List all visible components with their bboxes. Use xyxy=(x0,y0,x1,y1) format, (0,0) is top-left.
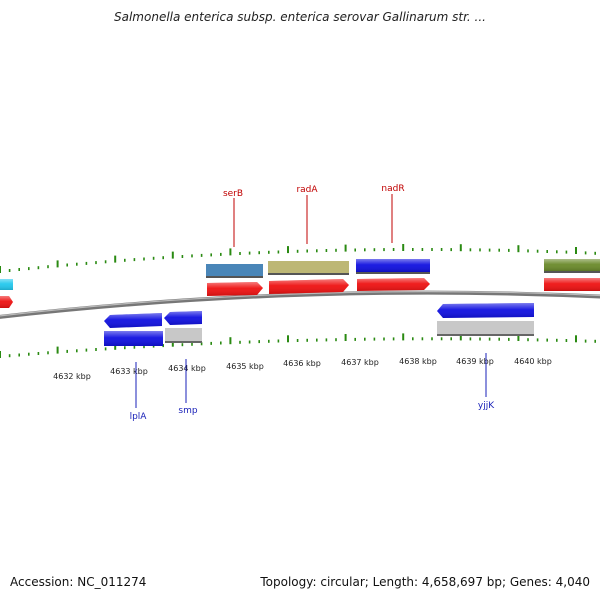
scale-label-4638: 4638 kbp xyxy=(399,357,437,366)
gene-label-radA[interactable]: radA xyxy=(296,185,318,195)
scale-label-4634: 4634 kbp xyxy=(168,364,206,373)
gene-label-nadR[interactable]: nadR xyxy=(381,184,404,194)
genome-backbone-highlight xyxy=(0,290,600,317)
reverse-gloss xyxy=(104,303,534,346)
scale-label-4639: 4639 kbp xyxy=(456,357,494,366)
gene-smp[interactable] xyxy=(165,328,202,341)
accession-label: Accession: NC_011274 xyxy=(10,575,147,589)
gene-serB-shadow xyxy=(206,276,263,278)
gene-label-lplA[interactable]: lplA xyxy=(130,412,148,422)
gene-yjjK[interactable] xyxy=(437,321,534,334)
gene-labels-top: serB radA nadR xyxy=(223,184,405,247)
gene-radA[interactable] xyxy=(268,261,349,273)
gene-radA-shadow xyxy=(268,273,349,275)
gene-cyan-partial-gloss xyxy=(0,279,13,290)
outer-tick-ring xyxy=(0,244,597,273)
gene-nadR-gloss xyxy=(356,259,430,272)
gene-labels-bottom: lplA smp yjjK xyxy=(130,353,495,422)
gene-olive-shadow xyxy=(544,271,600,273)
gene-yjjK-shadow xyxy=(437,334,534,336)
forward-strand xyxy=(0,259,600,308)
gene-olive-partial-gloss xyxy=(544,259,600,271)
genome-backbone xyxy=(0,290,600,319)
gene-nadR-shadow xyxy=(356,272,430,274)
scale-label-4636: 4636 kbp xyxy=(283,359,321,368)
scale-label-4637: 4637 kbp xyxy=(341,358,379,367)
genome-summary: Topology: circular; Length: 4,658,697 bp… xyxy=(260,575,590,589)
genome-title: Salmonella enterica subsp. enterica sero… xyxy=(114,10,486,24)
scale-label-4633: 4633 kbp xyxy=(110,367,148,376)
gene-label-serB[interactable]: serB xyxy=(223,189,243,199)
cds-arrow-gloss xyxy=(0,278,600,308)
scale-label-4640: 4640 kbp xyxy=(514,357,552,366)
scale-label-4635: 4635 kbp xyxy=(226,362,264,371)
scale-label-4632: 4632 kbp xyxy=(53,372,91,381)
inner-tick-ring xyxy=(0,333,597,358)
gene-serB[interactable] xyxy=(206,264,263,276)
reverse-strand xyxy=(104,303,534,346)
gene-smp-shadow xyxy=(165,341,202,343)
gene-label-smp[interactable]: smp xyxy=(178,406,197,416)
gene-label-yjjK[interactable]: yjjK xyxy=(478,401,495,411)
scale-labels: 4632 kbp 4633 kbp 4634 kbp 4635 kbp 4636… xyxy=(53,357,552,381)
